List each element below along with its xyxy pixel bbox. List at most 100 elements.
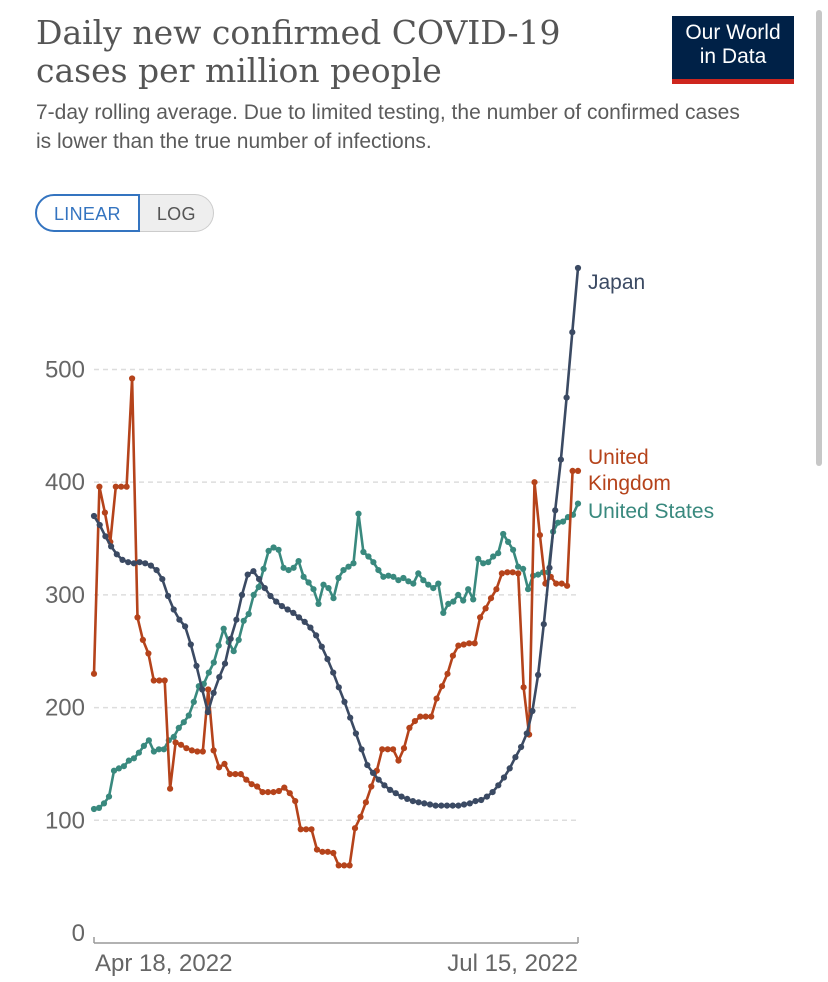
data-point: [205, 669, 212, 676]
data-point: [506, 765, 513, 772]
log-scale-button[interactable]: LOG: [139, 194, 214, 232]
data-point: [421, 800, 428, 807]
data-point: [123, 483, 130, 490]
data-point: [417, 713, 424, 720]
data-point: [105, 793, 113, 800]
data-point: [159, 576, 166, 583]
scrollbar-thumb[interactable]: [816, 10, 822, 466]
data-point: [509, 569, 516, 576]
data-point: [177, 741, 185, 748]
data-point: [250, 568, 257, 575]
data-point: [113, 551, 120, 558]
data-point: [110, 767, 118, 774]
data-point: [559, 518, 567, 525]
data-point: [475, 555, 482, 562]
data-point: [482, 605, 489, 612]
data-point: [215, 642, 222, 649]
data-point: [260, 565, 267, 573]
data-point: [535, 671, 542, 679]
data-point: [535, 571, 542, 578]
data-point: [320, 581, 327, 588]
data-point: [368, 783, 375, 790]
data-point: [147, 562, 154, 569]
data-point: [100, 800, 108, 807]
series-label-line: United States: [588, 500, 714, 523]
data-point: [221, 660, 229, 667]
data-point: [455, 802, 462, 809]
data-point: [400, 745, 408, 752]
linear-scale-button[interactable]: LINEAR: [35, 194, 140, 232]
data-point: [167, 785, 174, 792]
data-point: [330, 669, 337, 676]
data-point: [182, 623, 189, 630]
data-point: [188, 747, 195, 754]
data-point: [387, 786, 394, 794]
series-united-states[interactable]: [90, 500, 582, 813]
data-point: [185, 712, 192, 719]
series-united-kingdom[interactable]: [90, 375, 582, 869]
data-point: [216, 764, 223, 771]
data-point: [500, 774, 508, 781]
data-point: [155, 746, 162, 753]
data-point: [270, 544, 277, 551]
owid-logo[interactable]: Our World in Data: [672, 16, 794, 84]
data-point: [546, 564, 553, 571]
data-point: [194, 748, 201, 755]
data-point: [380, 573, 387, 580]
data-point: [428, 713, 435, 720]
data-point: [245, 610, 252, 618]
data-point: [487, 595, 495, 602]
data-point: [125, 559, 132, 566]
data-point: [569, 329, 576, 336]
data-point: [563, 394, 570, 401]
data-point: [574, 264, 582, 272]
data-point: [420, 577, 427, 584]
data-point: [500, 530, 507, 538]
series-labels: Japan United Kingdom United States: [588, 271, 714, 523]
series-label-line: Kingdom: [588, 472, 671, 495]
data-point: [300, 573, 307, 580]
data-point: [119, 556, 126, 564]
data-point: [409, 798, 416, 805]
data-point: [199, 686, 206, 693]
data-point: [96, 521, 103, 529]
data-point: [564, 582, 571, 589]
data-point: [153, 567, 160, 574]
data-point: [558, 580, 565, 587]
data-point: [240, 617, 247, 624]
data-point: [150, 677, 157, 684]
data-point: [430, 585, 437, 592]
data-point: [515, 563, 522, 570]
data-point: [489, 789, 496, 796]
data-point: [460, 597, 467, 604]
data-point: [390, 746, 397, 753]
data-point: [313, 846, 321, 853]
data-point: [90, 512, 98, 520]
data-point: [270, 789, 277, 796]
data-point: [256, 576, 263, 583]
data-point: [120, 763, 127, 770]
data-point: [275, 787, 282, 795]
data-point: [495, 550, 502, 557]
data-point: [125, 757, 132, 764]
data-point: [341, 862, 348, 869]
data-point: [433, 695, 440, 702]
data-point: [455, 591, 462, 599]
data-point: [235, 636, 242, 644]
data-point: [255, 583, 262, 591]
data-point: [390, 573, 397, 580]
data-point: [405, 578, 412, 585]
data-point: [295, 614, 303, 621]
y-tick-label: 0: [72, 920, 85, 947]
data-point: [150, 748, 157, 755]
data-point: [351, 825, 359, 832]
data-point: [432, 802, 439, 809]
series-japan[interactable]: [90, 264, 582, 809]
data-point: [273, 598, 280, 605]
data-point: [156, 677, 163, 684]
logo-line-1: Our World: [685, 21, 781, 44]
data-point: [531, 479, 538, 486]
data-point: [557, 456, 565, 463]
data-point: [303, 826, 310, 833]
series-label: United Kingdom: [588, 446, 671, 495]
